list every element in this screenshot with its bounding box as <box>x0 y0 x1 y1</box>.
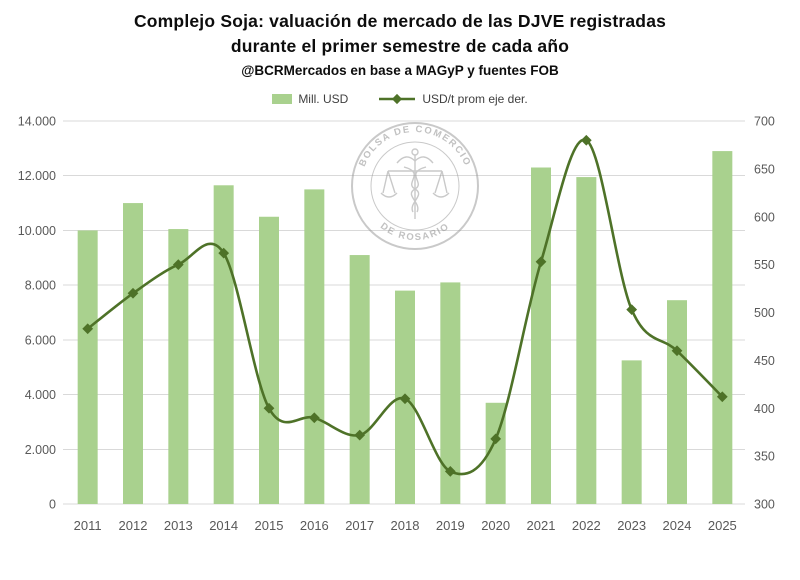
x-axis-tick-2022: 2022 <box>572 518 601 533</box>
bar-legend-swatch <box>272 94 293 104</box>
x-axis-tick-2021: 2021 <box>527 518 556 533</box>
right-axis-tick: 500 <box>754 306 775 320</box>
x-axis-tick-2015: 2015 <box>255 518 284 533</box>
right-axis-tick: 550 <box>754 258 775 272</box>
right-axis-tick: 450 <box>754 354 775 368</box>
chart-title-line1: Complejo Soja: valuación de mercado de l… <box>133 11 667 31</box>
x-axis-tick-2014: 2014 <box>209 518 238 533</box>
line-marker-2023 <box>626 304 638 315</box>
x-axis-tick-2016: 2016 <box>300 518 329 533</box>
bar-2024 <box>667 300 687 504</box>
bar-legend-label: Mill. USD <box>298 92 349 106</box>
caduceus-scales-icon <box>380 148 450 219</box>
bar-2012 <box>123 203 143 505</box>
chart-legend: Mill. USD USD/t prom eje der. <box>0 91 800 107</box>
line-marker-2011 <box>82 323 94 335</box>
left-axis-tick: 2.000 <box>25 443 56 457</box>
left-axis-tick: 8.000 <box>25 279 56 293</box>
bar-2013 <box>168 229 189 504</box>
x-axis-tick-2024: 2024 <box>663 518 692 533</box>
left-axis-tick: 10.000 <box>18 224 56 238</box>
bcr-watermark-logo: BOLSA DE COMERCIO DE ROSARIO <box>351 122 479 250</box>
right-axis-tick: 700 <box>754 115 775 129</box>
watermark-bottom-text-el: DE ROSARIO <box>378 221 452 243</box>
bar-2011 <box>77 230 98 504</box>
left-axis-tick: 0 <box>49 498 56 512</box>
left-axis-tick: 6.000 <box>25 333 56 347</box>
bar-2021 <box>531 167 551 504</box>
x-axis-tick-2019: 2019 <box>436 518 465 533</box>
x-axis-tick-2013: 2013 <box>164 518 193 533</box>
x-axis-tick-2020: 2020 <box>481 518 510 533</box>
bar-2017 <box>349 255 370 504</box>
bar-2023 <box>621 360 642 504</box>
line-marker-2024 <box>671 345 683 357</box>
line-marker-2021 <box>535 256 547 268</box>
x-axis-tick-2025: 2025 <box>708 518 737 533</box>
right-axis-tick: 600 <box>754 210 775 224</box>
axis-labels: 0 2.000 4.000 6.000 8.000 10.000 12.000 14.000 3… <box>18 115 775 534</box>
bar-series <box>77 151 733 505</box>
left-axis-tick: 12.000 <box>18 169 56 183</box>
x-axis-tick-2012: 2012 <box>119 518 148 533</box>
x-axis-tick-2017: 2017 <box>345 518 374 533</box>
chart-title: Complejo Soja: valuación de mercado de l… <box>0 0 800 59</box>
right-axis-tick: 350 <box>754 450 775 464</box>
bar-2014 <box>213 185 234 504</box>
legend-item-bars: Mill. USD <box>272 92 348 106</box>
line-legend-marker <box>392 93 403 105</box>
chart-subtitle: @BCRMercados en base a MAGyP y fuentes F… <box>241 63 559 78</box>
left-axis-tick: 14.000 <box>18 115 56 129</box>
x-axis-tick-2018: 2018 <box>391 518 420 533</box>
x-axis-tick-2011: 2011 <box>74 518 102 533</box>
watermark-outer-circle <box>351 122 479 250</box>
combo-chart: 0 2.000 4.000 6.000 8.000 10.000 12.000 14.000 3… <box>18 115 775 534</box>
right-axis-tick: 650 <box>754 162 775 176</box>
bar-2016 <box>304 189 325 504</box>
line-marker-2012 <box>127 287 139 299</box>
x-axis-tick-2023: 2023 <box>617 518 646 533</box>
legend-item-line: USD/t prom eje der. <box>378 92 528 106</box>
line-legend-swatch <box>379 93 416 105</box>
watermark-inner-circle <box>370 141 460 231</box>
bar-2015 <box>259 216 279 504</box>
right-axis-tick: 400 <box>754 402 775 416</box>
watermark-bottom-text: DE ROSARIO <box>378 221 450 243</box>
left-axis-tick: 4.000 <box>25 388 56 402</box>
bar-2022 <box>576 177 597 504</box>
line-legend-label: USD/t prom eje der. <box>422 92 528 106</box>
chart-title-line2: durante el primer semestre de cada año <box>230 36 570 56</box>
bar-2025 <box>712 151 733 504</box>
right-axis-tick: 300 <box>754 498 775 512</box>
bar-2019 <box>440 282 461 504</box>
usd-per-ton-line <box>86 138 724 476</box>
